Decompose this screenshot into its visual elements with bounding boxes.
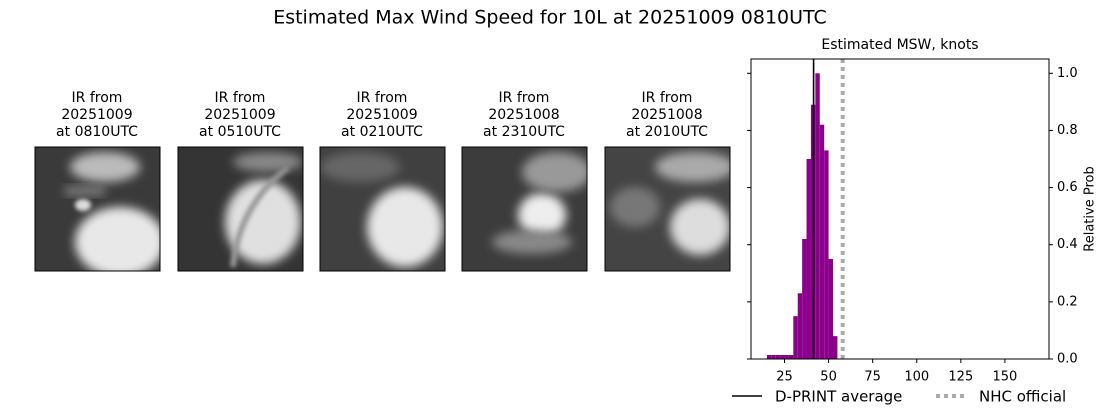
bar bbox=[766, 355, 772, 359]
bar bbox=[784, 355, 789, 359]
panel-title: IR from bbox=[642, 90, 693, 106]
panel-title: at 0510UTC bbox=[199, 124, 281, 140]
plot-frame bbox=[750, 58, 1050, 360]
x-tick-label: 125 bbox=[948, 370, 973, 385]
figure-title: Estimated Max Wind Speed for 10L at 2025… bbox=[273, 7, 827, 29]
panel-title: at 0210UTC bbox=[341, 124, 423, 140]
legend-label: D-PRINT average bbox=[775, 388, 902, 406]
panel-title: IR from bbox=[357, 90, 408, 106]
x-tick-label: 150 bbox=[993, 370, 1018, 385]
x-tick-label: 50 bbox=[820, 370, 837, 385]
x-tick-label: 75 bbox=[864, 370, 881, 385]
panel-title: 20251009 bbox=[204, 107, 275, 123]
legend-label: NHC official bbox=[979, 388, 1066, 406]
ir-image bbox=[461, 146, 588, 272]
panel-title: IR from bbox=[72, 90, 123, 106]
ir-image bbox=[604, 146, 731, 272]
bar bbox=[793, 316, 798, 359]
y-tick-label: 1.0 bbox=[1057, 66, 1078, 81]
bar bbox=[788, 355, 794, 359]
panel-title: at 0810UTC bbox=[56, 124, 138, 140]
bar bbox=[775, 355, 781, 359]
y-tick-label: 0.0 bbox=[1057, 352, 1078, 367]
bar bbox=[819, 124, 825, 359]
bar bbox=[832, 336, 838, 359]
x-tick-label: 100 bbox=[904, 370, 929, 385]
bar bbox=[802, 239, 807, 359]
ir-image bbox=[319, 146, 446, 272]
bar bbox=[806, 159, 811, 359]
x-tick-label: 25 bbox=[776, 370, 793, 385]
bar bbox=[815, 73, 820, 360]
panel-title: 20251008 bbox=[488, 107, 559, 123]
ir-image bbox=[177, 146, 304, 272]
y-tick-label: 0.4 bbox=[1057, 237, 1078, 252]
bar bbox=[828, 259, 833, 359]
y-axis-label: Relative Prob bbox=[1083, 166, 1098, 251]
y-tick-label: 0.8 bbox=[1057, 123, 1078, 138]
histogram: Estimated MSW, knots D-PRINT average NHC o… bbox=[732, 37, 1098, 406]
bar bbox=[771, 355, 776, 359]
panel-title: at 2010UTC bbox=[626, 124, 708, 140]
chart-title: Estimated MSW, knots bbox=[821, 37, 978, 53]
y-tick-label: 0.2 bbox=[1057, 294, 1078, 309]
bar bbox=[824, 150, 829, 359]
panel-title: 20251009 bbox=[346, 107, 417, 123]
panel-title: at 2310UTC bbox=[483, 124, 565, 140]
panel-title: IR from bbox=[499, 90, 550, 106]
bar bbox=[780, 355, 785, 359]
panel-title: IR from bbox=[215, 90, 266, 106]
bar bbox=[797, 293, 803, 359]
panel-title: 20251008 bbox=[631, 107, 702, 123]
ir-image bbox=[34, 146, 161, 272]
panel-title: 20251009 bbox=[61, 107, 132, 123]
y-tick-label: 0.6 bbox=[1057, 180, 1078, 195]
